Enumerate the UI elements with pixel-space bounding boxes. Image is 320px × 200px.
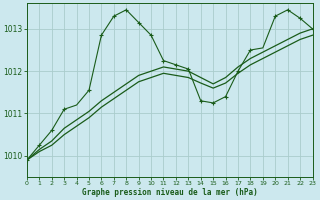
X-axis label: Graphe pression niveau de la mer (hPa): Graphe pression niveau de la mer (hPa)	[82, 188, 258, 197]
